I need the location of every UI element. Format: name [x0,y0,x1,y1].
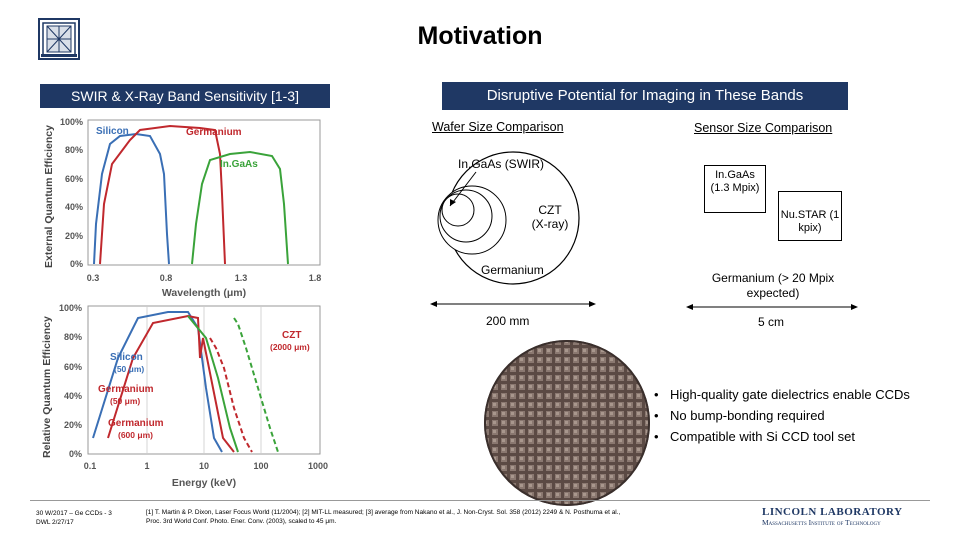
swir-ytick: 0% [70,259,83,269]
slide-id-line: 30 W/2017 – Ge CCDs - 3 [36,510,112,517]
xray-y-ticks: 100% 80% 60% 40% 20% 0% [59,303,82,459]
reference-line: Proc. 3rd World Conf. Photo. Ener. Conv.… [146,518,337,525]
xray-ytick: 80% [64,332,82,342]
list-item: No bump-bonding required [654,407,924,424]
wafer-ingaas-label: In.GaAs (SWIR) [458,157,545,171]
sensor-dimension-label: 5 cm [758,315,785,329]
xray-silicon-thickness: (50 μm) [114,364,144,374]
benefits-list: High-quality gate dielectrics enable CCD… [654,386,924,449]
xray-xtick: 0.1 [84,461,97,471]
swir-germanium-curve [99,124,226,265]
mit-ll-logo [38,18,80,60]
swir-ytick: 100% [60,117,83,127]
xray-xtick: 1 [144,461,149,471]
swir-xtick: 0.8 [160,273,173,283]
xray-xtick: 10 [199,461,209,471]
wafer-dimension-label: 200 mm [486,314,530,328]
swir-y-ticks: 100% 80% 60% 40% 20% 0% [60,117,83,269]
sensor-comparison-heading: Sensor Size Comparison [694,121,833,135]
xray-ge600-label: Germanium [108,418,164,429]
xray-green-solid-curve [187,315,239,453]
xray-ytick: 60% [64,362,82,372]
xray-czt-label: CZT [282,330,301,341]
xray-ge50-curve [107,314,235,453]
lab-subtitle: Massachusetts Institute of Technology [762,518,881,527]
list-item: High-quality gate dielectrics enable CCD… [654,386,924,403]
germanium-wafer-photo [484,340,650,506]
reference-line: [1] T. Martin & P. Dixon, Laser Focus Wo… [146,509,621,516]
swir-xtick: 1.8 [309,273,322,283]
sensor-germanium-label: Germanium (> 20 Mpix expected) [711,271,835,300]
lincoln-lab-wordmark: LINCOLN LABORATORY Massachusetts Institu… [762,506,942,527]
swir-ytick: 20% [65,231,83,241]
wafer-germanium-label: Germanium [481,263,544,277]
list-item: Compatible with Si CCD tool set [654,428,924,445]
swir-x-axis-label: Wavelength (μm) [162,287,246,299]
xray-ge50-thickness: (50 μm) [110,396,140,406]
xray-czt-thickness: (2000 μm) [270,342,310,352]
footer-slide-id: 30 W/2017 – Ge CCDs - 3 DWL 2/27/17 [36,509,112,527]
xray-ge600-curve [209,337,253,453]
wafer-diagram [430,151,596,307]
swir-qe-chart: External Quantum Efficiency 100% 80% 60%… [43,117,322,299]
xray-ge50-label: Germanium [98,384,154,395]
page-title: Motivation [417,22,543,50]
xray-xtick: 1000 [308,461,328,471]
right-section-header: Disruptive Potential for Imaging in Thes… [442,82,848,110]
xray-x-axis-label: Energy (keV) [172,477,236,489]
xray-silicon-curve [92,311,223,453]
swir-xtick: 1.3 [235,273,248,283]
swir-xtick: 0.3 [87,273,100,283]
wafer-comparison-heading: Wafer Size Comparison [432,120,564,134]
xray-ytick: 40% [64,391,82,401]
xray-ytick: 100% [59,303,82,313]
swir-ingaas-curve [191,150,289,265]
xray-x-ticks: 0.1 1 10 100 1000 [84,461,328,471]
sensor-dimension-line [686,304,858,310]
xray-y-axis-label: Relative Quantum Efficiency [41,316,53,458]
xray-ge600-thickness: (600 μm) [118,430,153,440]
swir-ytick: 80% [65,145,83,155]
xray-ytick: 20% [64,420,82,430]
footer-references: [1] T. Martin & P. Dixon, Laser Focus Wo… [146,508,746,526]
lab-name: LINCOLN LABORATORY [762,506,903,518]
xray-ytick: 0% [69,449,82,459]
slide-id-line: DWL 2/27/17 [36,519,74,526]
ingaas-wafer-circle-small [441,193,475,227]
xray-czt-curve [233,317,279,453]
swir-plot-frame [87,119,321,266]
sensor-nustar-box: Nu.STAR (1 kpix) [778,191,842,241]
wafer-czt-label: CZT (X-ray) [531,203,569,231]
swir-ingaas-label: In.GaAs [220,159,258,170]
swir-ytick: 60% [65,174,83,184]
swir-silicon-label: Silicon [96,126,129,137]
swir-germanium-label: Germanium [186,127,242,138]
footer-divider [30,500,930,501]
xray-qe-chart: Relative Quantum Efficiency 100% 80% 60%… [41,303,328,489]
swir-ytick: 40% [65,202,83,212]
sensor-ingaas-box: In.GaAs (1.3 Mpix) [704,165,766,213]
left-section-header: SWIR & X-Ray Band Sensitivity [1-3] [40,84,330,108]
swir-y-axis-label: External Quantum Efficiency [43,125,55,268]
xray-silicon-label: Silicon [110,352,143,363]
xray-xtick: 100 [253,461,268,471]
swir-x-ticks: 0.3 0.8 1.3 1.8 [87,273,322,283]
